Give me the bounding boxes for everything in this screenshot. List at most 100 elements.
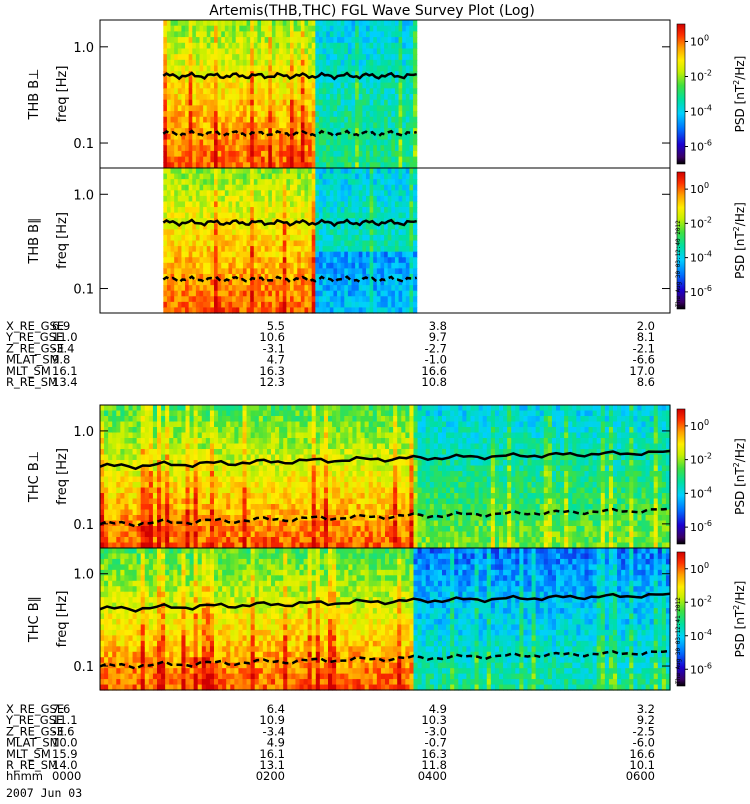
spectrogram-cell [196, 213, 200, 219]
spectrogram-cell [275, 526, 280, 532]
spectrogram-cell [283, 140, 287, 146]
spectrogram-cell [308, 111, 312, 117]
spectrogram-cell [370, 268, 374, 274]
spectrogram-cell [290, 190, 294, 196]
spectrogram-cell [409, 268, 413, 274]
spectrogram-cell [247, 151, 251, 157]
spectrogram-cell [265, 296, 269, 302]
spectrogram-cell [100, 422, 105, 428]
spectrogram-cell [124, 532, 129, 538]
spectrogram-cell [283, 449, 288, 455]
spectrogram-cell [163, 122, 167, 128]
spectrogram-cell [312, 60, 316, 66]
spectrogram-cell [232, 105, 236, 111]
spectrogram-cell [276, 134, 280, 140]
spectrogram-cell [279, 504, 284, 510]
spectrogram-cell [283, 117, 287, 123]
spectrogram-cell [348, 252, 352, 258]
spectrogram-cell [406, 20, 410, 26]
spectrogram-cell [268, 94, 272, 100]
spectrogram-cell [225, 60, 229, 66]
spectrogram-cell [370, 179, 374, 185]
spectrogram-cell [236, 122, 240, 128]
spectrogram-cell [276, 48, 280, 54]
spectrogram-cell [221, 117, 225, 123]
spectrogram-cell [141, 537, 146, 543]
spectrogram-cell [239, 122, 243, 128]
spectrogram-cell [409, 241, 413, 247]
spectrogram-cell [362, 196, 366, 202]
spectrogram-cell [173, 493, 178, 499]
spectrogram-cell [174, 43, 178, 49]
spectrogram-cell [149, 477, 154, 483]
spectrogram-cell [333, 88, 337, 94]
spectrogram-cell [243, 190, 247, 196]
spectrogram-cell [228, 296, 232, 302]
spectrogram-cell [300, 427, 305, 433]
spectrogram-cell [319, 83, 323, 89]
spectrogram-cell [243, 493, 248, 499]
spectrogram-cell [186, 411, 191, 417]
spectrogram-cell [225, 190, 229, 196]
spectrogram-cell [185, 94, 189, 100]
spectrogram-cell [326, 134, 330, 140]
spectrogram-cell [352, 37, 356, 43]
spectrogram-cell [225, 252, 229, 258]
spectrogram-cell [165, 499, 170, 505]
spectrogram-cell [272, 100, 276, 106]
spectrogram-cell [286, 83, 290, 89]
spectrogram-cell [323, 302, 327, 308]
spectrogram-cell [196, 296, 200, 302]
spectrogram-cell [359, 201, 363, 207]
spectrogram-cell [254, 241, 258, 247]
spectrogram-cell [413, 54, 417, 60]
spectrogram-cell [261, 190, 265, 196]
spectrogram-cell [226, 477, 231, 483]
spectrogram-cell [333, 241, 337, 247]
spectrogram-cell [238, 449, 243, 455]
spectrogram-cell [198, 488, 203, 494]
spectrogram-cell [337, 201, 341, 207]
spectrogram-cell [178, 252, 182, 258]
spectrogram-cell [202, 471, 207, 477]
spectrogram-cell [333, 48, 337, 54]
spectrogram-cell [251, 427, 256, 433]
spectrogram-cell [181, 185, 185, 191]
spectrogram-cell [409, 54, 413, 60]
spectrogram-cell [362, 54, 366, 60]
spectrogram-cell [250, 105, 254, 111]
spectrogram-cell [355, 31, 359, 37]
spectrogram-cell [355, 246, 359, 252]
spectrogram-cell [218, 257, 222, 263]
spectrogram-cell [210, 229, 214, 235]
spectrogram-cell [196, 151, 200, 157]
spectrogram-cell [341, 241, 345, 247]
spectrogram-cell [186, 405, 191, 411]
spectrogram-cell [406, 54, 410, 60]
spectrogram-cell [163, 296, 167, 302]
spectrogram-cell [190, 537, 195, 543]
spectrogram-cell [210, 117, 214, 123]
spectrogram-cell [190, 416, 195, 422]
spectrogram-cell [265, 37, 269, 43]
spectrogram-cell [286, 88, 290, 94]
spectrogram-cell [276, 77, 280, 83]
spectrogram-cell [202, 466, 207, 472]
spectrogram-cell [290, 111, 294, 117]
spectrogram-cell [301, 48, 305, 54]
spectrogram-cell [308, 291, 312, 297]
spectrogram-cell [194, 433, 199, 439]
spectrogram-cell [178, 263, 182, 269]
spectrogram-cell [315, 31, 319, 37]
spectrogram-cell [362, 145, 366, 151]
spectrogram-cell [352, 252, 356, 258]
spectrogram-cell [108, 510, 113, 516]
colorbar-tick-label: 10-2 [690, 215, 712, 230]
spectrogram-cell [344, 268, 348, 274]
spectrogram-cell [214, 422, 219, 428]
spectrogram-cell [174, 207, 178, 213]
spectrogram-cell [265, 60, 269, 66]
spectrogram-cell [315, 20, 319, 26]
spectrogram-cell [189, 105, 193, 111]
spectrogram-cell [413, 179, 417, 185]
